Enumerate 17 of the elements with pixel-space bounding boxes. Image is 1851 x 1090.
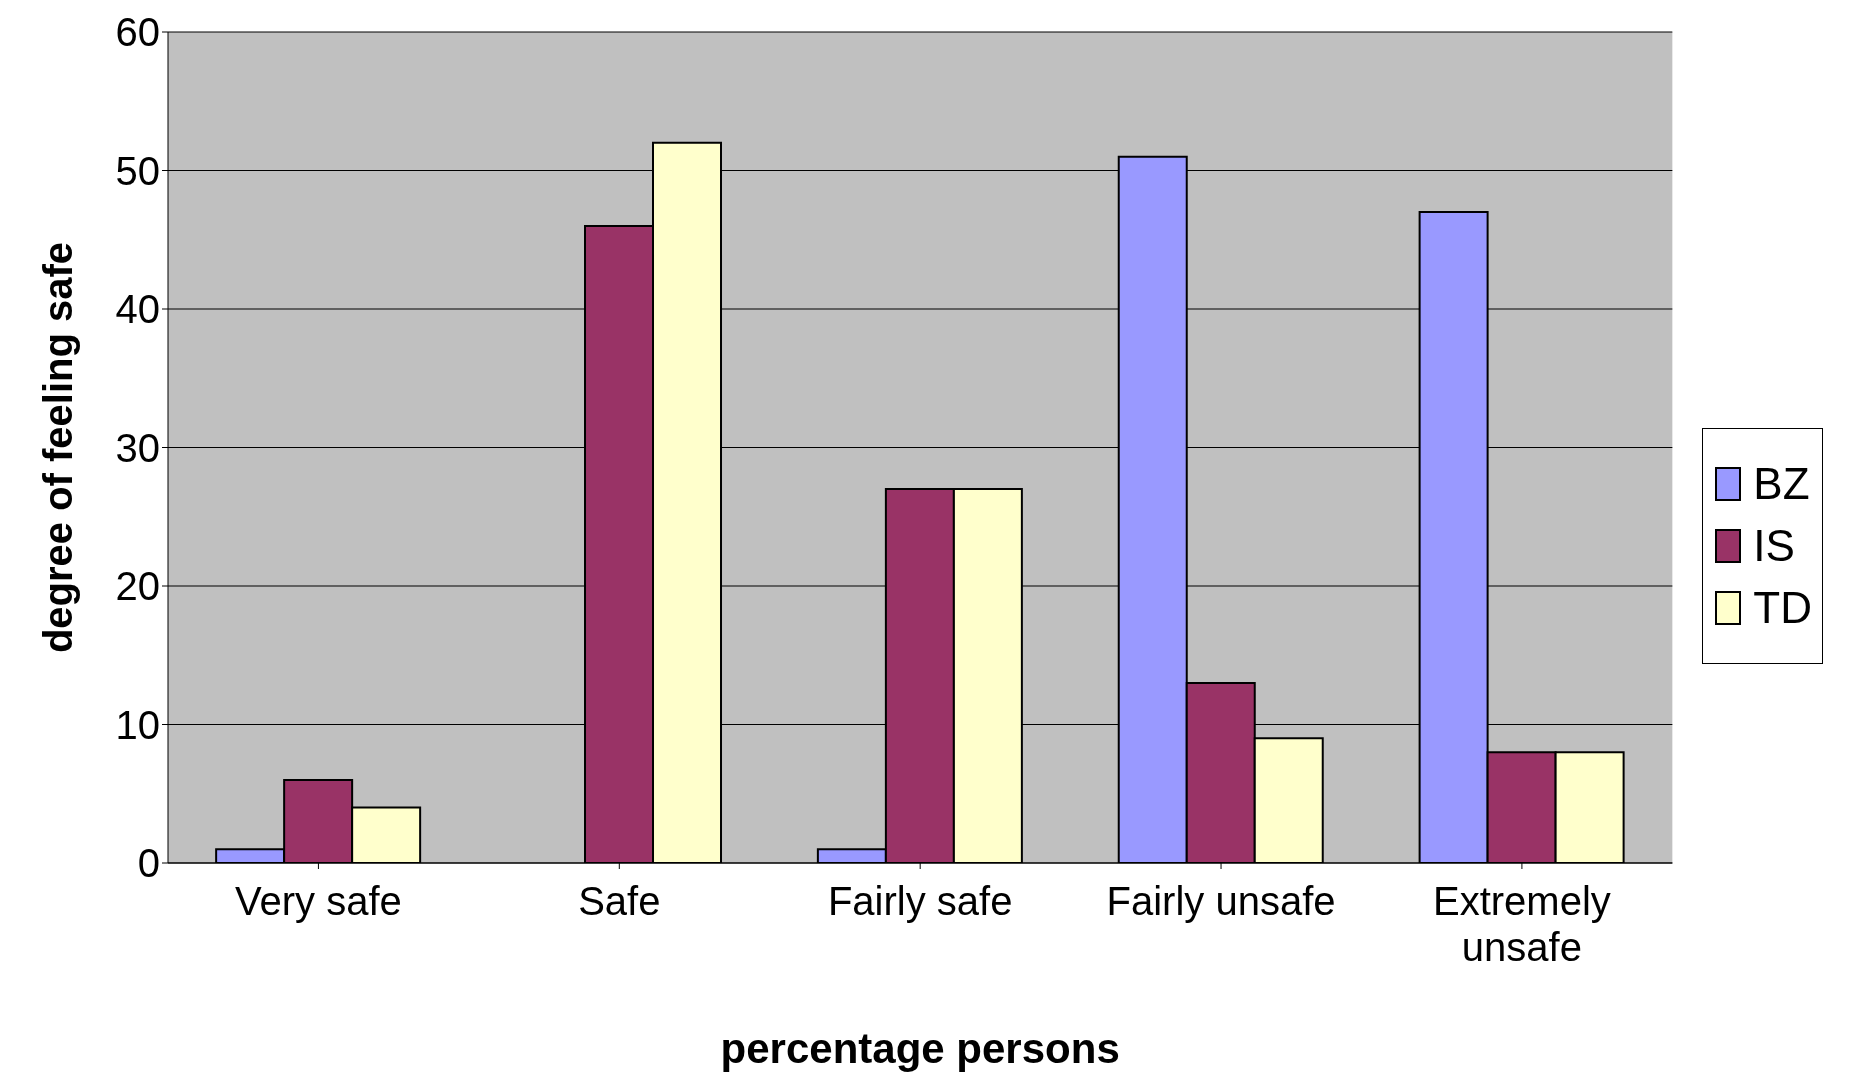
y-tick-label: 60 bbox=[115, 10, 160, 55]
legend-label: TD bbox=[1753, 582, 1812, 633]
y-tick-label: 0 bbox=[137, 841, 160, 886]
legend-label: IS bbox=[1753, 520, 1795, 571]
x-axis-title: percentage persons bbox=[720, 1025, 1120, 1072]
legend-label: BZ bbox=[1753, 458, 1810, 509]
y-tick-label: 30 bbox=[115, 425, 160, 470]
x-tick-label: Very safe bbox=[235, 879, 402, 923]
y-tick-label: 40 bbox=[115, 287, 160, 332]
y-tick-label: 20 bbox=[115, 564, 160, 609]
y-axis-title: degree of feeling safe bbox=[36, 241, 81, 654]
x-tick-label: Fairly unsafe bbox=[1106, 879, 1336, 923]
x-tick-label: Safe bbox=[578, 879, 661, 923]
x-tick-label: Fairly safe bbox=[827, 879, 1013, 923]
y-tick-label: 50 bbox=[115, 148, 160, 193]
x-tick-label: Extremely unsafe bbox=[1433, 879, 1611, 969]
y-tick-label: 10 bbox=[115, 702, 160, 747]
